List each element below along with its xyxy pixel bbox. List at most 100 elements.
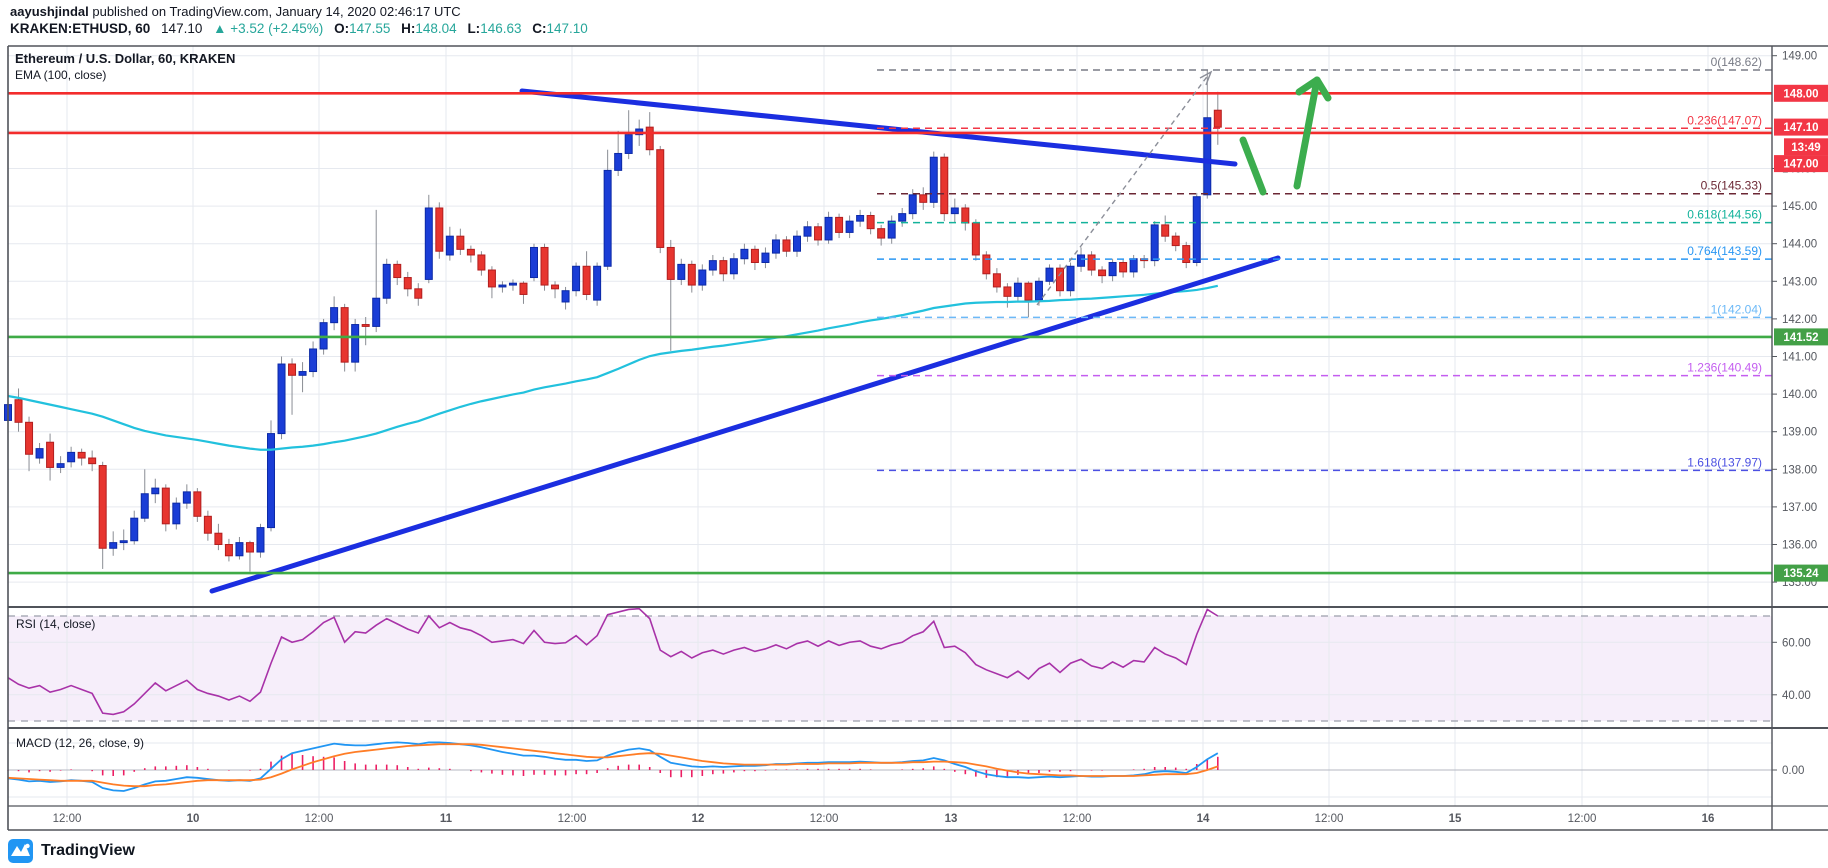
macd-legend[interactable]: MACD (12, 26, close, 9) [16, 736, 145, 750]
candle-body [140, 493, 149, 519]
ema-legend[interactable]: EMA (100, close) [15, 68, 107, 82]
candle-body [561, 290, 570, 303]
high-value: 148.04 [415, 21, 457, 36]
time-axis-label[interactable]: 14 [1197, 813, 1210, 825]
price-axis-label: 0.00 [1782, 765, 1804, 777]
price-axis-label: 141.00 [1782, 352, 1817, 364]
candle-body [256, 527, 265, 553]
candle-body [624, 134, 633, 154]
candle-body [77, 451, 86, 459]
candle-body [245, 542, 254, 553]
symbol-name: KRAKEN:ETHUSD, 60 [10, 21, 151, 36]
price-axis-label: 149.00 [1782, 51, 1817, 63]
candle-body [698, 269, 707, 286]
price-badge-label: 141.52 [1783, 332, 1818, 344]
candle-body [309, 348, 318, 373]
price-badge-label: 147.10 [1783, 122, 1818, 134]
tradingview-logo-icon [8, 839, 33, 863]
price-badge-label: 148.00 [1783, 88, 1818, 100]
candle-body [1098, 269, 1107, 277]
time-axis-label[interactable]: 16 [1702, 813, 1715, 825]
candle-body [182, 491, 191, 504]
candle-body [1045, 267, 1054, 282]
candle-body [98, 465, 107, 549]
candle-body [119, 540, 128, 544]
candle-body [950, 207, 959, 215]
fib-level-label: 0.5(145.33) [1701, 179, 1762, 193]
candle-body [109, 542, 118, 549]
time-axis-label[interactable]: 12:00 [305, 813, 334, 825]
symbol-info-bar: KRAKEN:ETHUSD, 60 147.10 ▲ +3.52 (+2.45%… [10, 21, 588, 36]
time-axis-label[interactable]: 12:00 [1063, 813, 1092, 825]
time-axis-label[interactable]: 12:00 [558, 813, 587, 825]
candle-body [161, 487, 170, 525]
descending-trendline [519, 88, 1238, 167]
tradingview-logo[interactable]: TradingView [8, 838, 135, 864]
price-axis-label: 145.00 [1782, 201, 1817, 213]
candle-body [898, 213, 907, 222]
price-axis-label: 140.00 [1782, 389, 1817, 401]
price-axis-label: 143.00 [1782, 276, 1817, 288]
price-badge [1774, 118, 1828, 136]
candle-body [750, 248, 759, 263]
candle-body [814, 226, 823, 241]
candle-body [224, 544, 233, 557]
price-badge-label: 135.24 [1783, 568, 1819, 580]
candle-body [582, 265, 591, 295]
candle-body [856, 215, 865, 222]
candle-body [1077, 254, 1086, 267]
candle-body [277, 363, 286, 435]
time-axis-label[interactable]: 12 [692, 813, 705, 825]
candle-body [372, 297, 381, 327]
candle-body [1182, 245, 1191, 264]
rsi-legend[interactable]: RSI (14, close) [16, 617, 96, 631]
price-axis-label: 60.00 [1782, 637, 1811, 649]
candle-body [771, 239, 780, 254]
price-axis-label: 142.00 [1782, 314, 1817, 326]
fib-level-label: 0(148.62) [1711, 55, 1762, 69]
time-axis-label[interactable]: 12:00 [810, 813, 839, 825]
time-axis-label[interactable]: 12:00 [1568, 813, 1597, 825]
price-badge-label: 13:49 [1791, 142, 1820, 154]
green-down-stroke [1239, 136, 1267, 196]
candle-body [288, 363, 297, 376]
candle-body [1213, 109, 1222, 128]
candle-body [1203, 117, 1212, 196]
fib-level-label: 0.236(147.07) [1687, 113, 1762, 127]
candle-body [1192, 196, 1201, 263]
rsi-band [8, 616, 1772, 721]
ascending-trendline [209, 255, 1281, 594]
candle-body [793, 235, 801, 252]
projection-line [1036, 73, 1210, 306]
price-badge [1784, 138, 1828, 156]
candle-body [708, 260, 717, 271]
price-axis-label: 40.00 [1782, 690, 1811, 702]
price-axis-label: 136.00 [1782, 540, 1817, 552]
chart-title: Ethereum / U.S. Dollar, 60, KRAKEN [15, 51, 236, 66]
candle-body [25, 421, 34, 455]
price-change: ▲ +3.52 (+2.45%) [213, 21, 324, 36]
fib-level-label: 1.618(137.97) [1687, 455, 1762, 469]
candle-body [1129, 258, 1138, 273]
candle-body [1161, 224, 1170, 237]
time-axis-label[interactable]: 13 [945, 813, 958, 825]
candle-body [193, 491, 202, 517]
candle-body [67, 451, 76, 463]
time-axis-label[interactable]: 11 [440, 813, 453, 825]
candle-body [330, 307, 339, 324]
candle-body [466, 248, 475, 256]
time-axis-label[interactable]: 12:00 [1315, 813, 1344, 825]
candle-body [382, 263, 391, 299]
candle-body [782, 239, 791, 252]
fib-level-label: 0.764(143.59) [1687, 244, 1762, 258]
time-axis-label[interactable]: 12:00 [53, 813, 82, 825]
candle-body [677, 263, 686, 280]
time-axis-label[interactable]: 10 [187, 813, 200, 825]
candle-body [88, 457, 97, 465]
candle-body [424, 207, 433, 280]
time-axis-label[interactable]: 15 [1449, 813, 1462, 825]
last-price: 147.10 [161, 21, 203, 36]
candle-body [919, 194, 928, 203]
fib-level-label: 1(142.04) [1711, 302, 1762, 316]
